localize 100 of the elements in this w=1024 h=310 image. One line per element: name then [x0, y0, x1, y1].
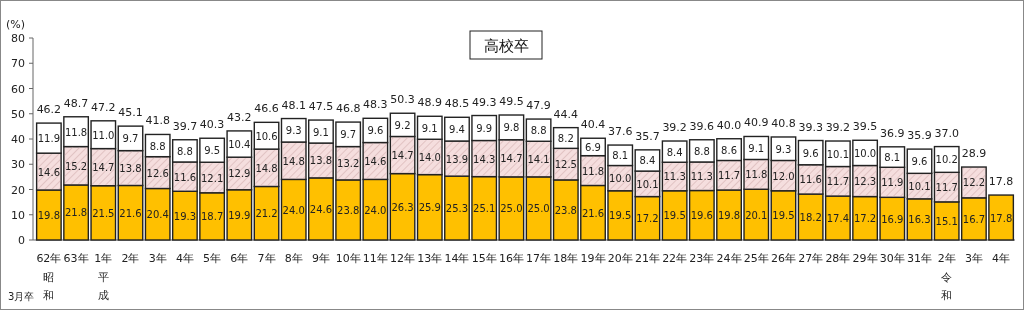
data-label: 8.8 — [176, 145, 193, 157]
data-label: 21.6 — [581, 207, 605, 219]
text: 3月卒 — [8, 291, 35, 302]
total-label: 39.2 — [662, 121, 687, 135]
x-tick-label: 62年昭和 — [36, 252, 62, 302]
data-label: 12.3 — [853, 176, 877, 188]
x-tick-label: 31年 — [907, 252, 932, 265]
x-tick-label: 25年 — [743, 252, 769, 265]
x-tick-label: 17年 — [526, 252, 552, 265]
x-tick-label: 7年 — [257, 252, 276, 265]
data-label: 12.2 — [962, 177, 986, 189]
data-label: 15.2 — [64, 160, 88, 172]
data-label: 14.8 — [255, 162, 278, 174]
data-label: 21.2 — [255, 208, 278, 220]
x-tick-label: 15年 — [471, 252, 497, 265]
data-label: 12.6 — [146, 167, 169, 179]
data-label: 14.6 — [364, 155, 387, 167]
data-label: 19.8 — [37, 210, 61, 221]
total-label: 46.2 — [36, 103, 62, 117]
data-label: 11.3 — [690, 171, 713, 183]
data-label: 23.8 — [554, 204, 577, 216]
total-label: 39.3 — [798, 120, 823, 134]
total-label: 40.0 — [716, 118, 742, 132]
x-tick-label: 2年令和 — [937, 252, 956, 302]
x-tick-label: 13年 — [417, 252, 443, 265]
data-label: 9.8 — [503, 122, 520, 134]
total-label: 48.3 — [363, 98, 388, 112]
x-tick-label: 63年 — [63, 252, 89, 265]
total-label: 48.1 — [281, 98, 306, 112]
data-label: 9.6 — [367, 125, 384, 137]
data-label: 17.2 — [636, 213, 659, 225]
data-label: 6.9 — [585, 141, 601, 153]
x-tick-label: 10年 — [335, 252, 361, 265]
data-label: 25.0 — [527, 203, 550, 215]
x-tick-label: 4年 — [992, 252, 1011, 265]
total-label: 48.9 — [417, 96, 443, 110]
total-label: 50.3 — [390, 93, 415, 107]
data-label: 25.9 — [418, 202, 441, 214]
total-label: 39.2 — [825, 121, 851, 135]
data-label: 9.9 — [476, 123, 493, 135]
data-label: 19.8 — [717, 210, 741, 221]
x-tick-label: 8年 — [284, 252, 303, 265]
data-label: 24.6 — [309, 203, 333, 215]
total-label: 28.9 — [961, 147, 987, 161]
total-label: 39.6 — [689, 119, 715, 133]
data-label: 14.1 — [527, 154, 550, 166]
x-tick-label: 23年 — [689, 252, 715, 265]
data-label: 25.1 — [473, 203, 496, 215]
total-label: 49.3 — [471, 95, 497, 109]
data-label: 14.6 — [37, 166, 61, 178]
x-tick-label: 6年 — [230, 252, 249, 265]
data-label: 18.7 — [200, 211, 224, 223]
x-tick-label: 3年 — [964, 252, 983, 265]
x-tick-label: 18年 — [553, 252, 579, 265]
data-label: 16.3 — [908, 214, 931, 226]
data-label: 8.4 — [666, 146, 683, 158]
y-tick-label: 0 — [18, 234, 25, 247]
y-tick-label: 30 — [11, 158, 25, 172]
total-label: 41.8 — [145, 114, 170, 128]
data-label: 11.6 — [173, 171, 197, 183]
data-label: 9.3 — [285, 125, 302, 137]
data-label: 10.1 — [826, 148, 850, 160]
data-label: 8.8 — [530, 125, 547, 137]
data-label: 25.0 — [500, 203, 523, 215]
total-label: 48.7 — [63, 96, 89, 110]
data-label: 24.0 — [282, 204, 305, 216]
total-label: 39.7 — [172, 119, 198, 133]
data-label: 9.1 — [421, 122, 438, 134]
total-label: 40.3 — [199, 118, 225, 132]
y-tick-label: 20 — [11, 183, 25, 197]
total-label: 35.9 — [907, 129, 932, 143]
y-tick-label: 10 — [11, 208, 25, 222]
data-label: 17.8 — [989, 212, 1013, 224]
data-label: 14.7 — [92, 162, 115, 174]
x-tick-label: 24年 — [716, 252, 742, 265]
total-label: 46.6 — [254, 102, 279, 116]
x-tick-label: 21年 — [634, 252, 660, 265]
data-label: 8.2 — [557, 132, 574, 144]
data-label: 11.9 — [37, 133, 61, 145]
total-label: 46.8 — [335, 102, 361, 116]
data-label: 10.2 — [935, 154, 958, 166]
data-label: 19.5 — [772, 210, 795, 222]
data-label: 8.8 — [149, 140, 166, 152]
data-label: 11.6 — [799, 174, 822, 186]
data-label: 19.5 — [663, 210, 686, 222]
total-label: 43.2 — [227, 110, 252, 124]
x-tick-label: 27年 — [798, 252, 824, 265]
data-label: 10.1 — [636, 178, 659, 190]
x-tick-label: 26年 — [770, 252, 796, 265]
data-label: 10.0 — [853, 147, 877, 159]
data-label: 9.1 — [312, 126, 329, 138]
x-tick-label: 2年 — [121, 252, 140, 265]
data-label: 26.3 — [391, 201, 414, 213]
total-label: 37.0 — [934, 126, 959, 140]
y-tick-label: 80 — [11, 32, 25, 45]
data-label: 11.7 — [935, 182, 958, 194]
data-label: 12.9 — [228, 168, 251, 180]
total-label: 39.5 — [852, 120, 878, 134]
x-tick-label: 3年 — [148, 252, 167, 265]
y-tick-label: 60 — [11, 82, 25, 96]
